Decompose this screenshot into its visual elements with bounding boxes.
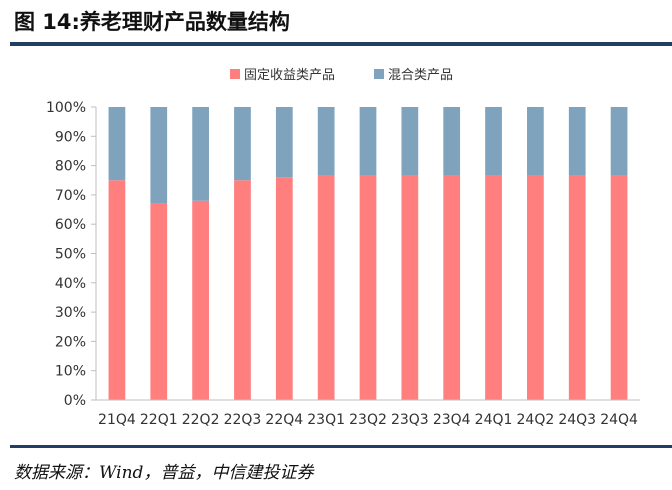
x-tick-label: 23Q4 xyxy=(433,412,471,428)
bar-mixed xyxy=(150,107,168,204)
y-axis: 0% 10% 20% 30% 40% 50% 60% 70% 80% 90% 100% xyxy=(46,100,97,409)
bar-mixed xyxy=(401,107,419,176)
x-axis: 21Q4 22Q1 22Q2 22Q3 22Q4 23Q1 23Q2 23Q3 23Q4 24Q1… xyxy=(96,399,640,428)
legend-label-fixed-income: 固定收益类产品 xyxy=(244,68,335,83)
y-tick-label: 40% xyxy=(55,276,86,292)
x-tick-label: 24Q3 xyxy=(558,412,596,428)
x-tick-label: 23Q2 xyxy=(349,412,387,428)
bars xyxy=(108,107,628,400)
x-tick-label: 23Q1 xyxy=(307,412,345,428)
bar-fixed-income xyxy=(443,175,461,400)
bar-mixed xyxy=(275,107,293,178)
bar-mixed xyxy=(610,107,628,176)
legend-swatch-fixed-income xyxy=(230,69,240,79)
y-tick-label: 80% xyxy=(55,159,86,175)
x-tick-label: 24Q2 xyxy=(517,412,555,428)
bar-fixed-income xyxy=(317,175,335,400)
bar-fixed-income xyxy=(150,203,168,400)
x-tick-label: 22Q2 xyxy=(182,412,220,428)
x-tick-label: 22Q4 xyxy=(265,412,303,428)
bar-mixed xyxy=(108,107,126,181)
bar-mixed xyxy=(317,107,335,176)
bar-fixed-income xyxy=(485,175,502,400)
bar-fixed-income xyxy=(108,180,126,400)
y-tick-label: 60% xyxy=(55,217,86,233)
bar-mixed xyxy=(485,107,502,176)
x-tick-label: 24Q1 xyxy=(475,412,513,428)
legend-label-mixed: 混合类产品 xyxy=(388,68,453,83)
y-tick-label: 70% xyxy=(55,188,86,204)
stacked-bar-chart: 固定收益类产品 混合类产品 0% 10% 20% 30% 40% 50% 60% 70% 80%… xyxy=(46,68,640,428)
y-tick-label: 50% xyxy=(55,247,86,263)
figure-title: 图 14:养老理财产品数量结构 xyxy=(14,10,290,34)
x-tick-label: 21Q4 xyxy=(98,412,136,428)
y-tick-label: 100% xyxy=(46,100,86,116)
bar-fixed-income xyxy=(359,175,377,400)
bar-mixed xyxy=(359,107,377,176)
bar-mixed xyxy=(568,107,586,176)
bar-fixed-income xyxy=(192,200,209,400)
chart-legend: 固定收益类产品 混合类产品 xyxy=(230,68,453,83)
bar-fixed-income xyxy=(610,175,628,400)
bar-fixed-income xyxy=(527,175,544,400)
y-tick-label: 10% xyxy=(55,364,86,380)
y-tick-label: 90% xyxy=(55,129,86,145)
bar-fixed-income xyxy=(234,180,251,400)
bottom-rule xyxy=(10,445,672,448)
bar-mixed xyxy=(192,107,209,201)
bar-fixed-income xyxy=(275,177,293,400)
bar-mixed xyxy=(527,107,544,176)
y-tick-label: 0% xyxy=(64,393,86,409)
bar-mixed xyxy=(443,107,461,176)
x-tick-label: 23Q3 xyxy=(391,412,429,428)
legend-swatch-mixed xyxy=(374,69,384,79)
x-tick-label: 24Q4 xyxy=(600,412,638,428)
x-tick-label: 22Q3 xyxy=(224,412,262,428)
x-tick-label: 22Q1 xyxy=(140,412,178,428)
top-rule xyxy=(10,42,672,46)
y-tick-label: 20% xyxy=(55,334,86,350)
source-note: 数据来源：Wind，普益，中信建投证券 xyxy=(14,463,314,483)
y-tick-label: 30% xyxy=(55,305,86,321)
bar-fixed-income xyxy=(401,175,419,400)
bar-fixed-income xyxy=(568,175,586,400)
bar-mixed xyxy=(234,107,251,181)
